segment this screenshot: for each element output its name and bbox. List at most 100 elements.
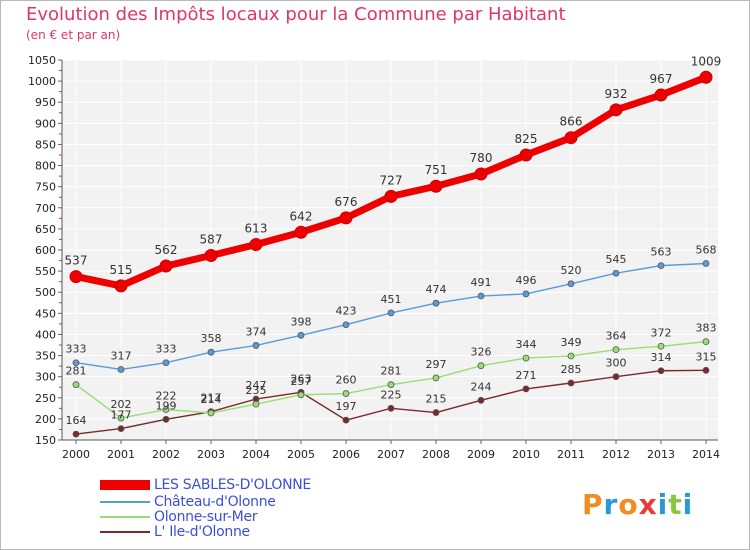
- data-point: [702, 260, 710, 267]
- logo-letter: t: [668, 488, 683, 521]
- y-tick-label: 350: [35, 350, 56, 363]
- data-label: 244: [471, 380, 492, 393]
- data-point: [342, 416, 350, 424]
- x-tick-label: 2008: [422, 448, 450, 461]
- y-tick-label: 250: [35, 392, 56, 405]
- data-point: [72, 430, 80, 438]
- data-point: [567, 280, 575, 288]
- legend-swatch: [100, 501, 150, 503]
- data-point: [522, 385, 530, 393]
- data-point: [162, 359, 170, 367]
- data-label: 358: [201, 332, 222, 345]
- y-tick-label: 700: [35, 202, 56, 215]
- data-label: 349: [561, 336, 582, 349]
- data-label: 1009: [691, 54, 722, 68]
- series-layer: [69, 70, 713, 438]
- data-label: 344: [516, 338, 537, 351]
- legend-label: Olonne-sur-Mer: [154, 509, 258, 525]
- data-label: 383: [696, 322, 717, 335]
- data-label: 281: [66, 365, 87, 378]
- data-label: 202: [111, 398, 132, 411]
- data-label: 281: [381, 365, 402, 378]
- data-point: [204, 248, 218, 262]
- data-label: 333: [66, 343, 87, 356]
- data-label: 257: [291, 375, 312, 388]
- data-point: [432, 409, 440, 416]
- y-tick-label: 1050: [28, 54, 56, 67]
- data-point: [162, 415, 170, 423]
- data-point: [117, 414, 125, 422]
- data-label: 260: [336, 374, 357, 387]
- data-point: [702, 338, 710, 346]
- data-label: 520: [561, 264, 582, 277]
- y-tick-label: 200: [35, 413, 56, 426]
- legend-item: Château-d'Olonne: [100, 494, 276, 510]
- data-point: [432, 299, 440, 307]
- data-point: [72, 359, 80, 367]
- legend-item: LES SABLES-D'OLONNE: [100, 477, 311, 493]
- data-point: [564, 131, 578, 145]
- data-point: [519, 148, 533, 162]
- data-point: [612, 269, 620, 277]
- legend-label: Château-d'Olonne: [154, 494, 276, 510]
- data-label: 364: [606, 330, 627, 343]
- data-label: 214: [201, 393, 222, 406]
- data-label: 563: [651, 246, 672, 259]
- data-label: 866: [560, 115, 583, 129]
- x-tick-label: 2009: [467, 448, 495, 461]
- data-point: [657, 342, 665, 350]
- y-tick-label: 750: [35, 181, 56, 194]
- data-point: [249, 238, 263, 252]
- data-label: 285: [561, 363, 582, 376]
- data-point: [339, 211, 353, 225]
- data-point: [477, 396, 485, 404]
- data-point: [207, 409, 215, 417]
- data-label: 780: [470, 151, 493, 165]
- data-point: [612, 373, 620, 381]
- data-label: 451: [381, 293, 402, 306]
- x-tick-label: 2000: [62, 448, 90, 461]
- data-label: 235: [246, 384, 267, 397]
- data-point: [567, 379, 575, 387]
- data-label: 676: [335, 195, 358, 209]
- legend-swatch: [100, 531, 150, 533]
- data-label: 491: [471, 276, 492, 289]
- data-label: 225: [381, 388, 402, 401]
- data-label: 825: [515, 132, 538, 146]
- data-label: 297: [426, 358, 447, 371]
- y-tick-label: 500: [35, 286, 56, 299]
- logo-letter: o: [618, 488, 639, 521]
- y-tick-label: 950: [35, 96, 56, 109]
- data-point: [432, 374, 440, 382]
- logo-letter: P: [582, 488, 604, 521]
- data-label: 568: [696, 244, 717, 257]
- data-point: [567, 352, 575, 360]
- data-point: [474, 167, 488, 181]
- legend-label: L' Ile-d'Olonne: [154, 524, 250, 540]
- data-point: [387, 309, 395, 317]
- data-label: 317: [111, 349, 132, 362]
- data-point: [117, 366, 125, 373]
- legend-swatch: [100, 516, 150, 518]
- data-label: 215: [426, 393, 447, 406]
- data-label: 374: [246, 325, 267, 338]
- data-label: 562: [155, 243, 178, 257]
- x-tick-label: 2010: [512, 448, 540, 461]
- x-tick-label: 2014: [692, 448, 720, 461]
- legend-item: Olonne-sur-Mer: [100, 509, 258, 525]
- data-label: 372: [651, 326, 672, 339]
- data-label: 271: [516, 369, 537, 382]
- data-point: [207, 348, 215, 356]
- data-label: 545: [606, 253, 627, 266]
- x-tick-label: 2007: [377, 448, 405, 461]
- data-label: 537: [65, 254, 88, 268]
- data-point: [114, 279, 128, 293]
- data-label: 217: [201, 392, 222, 405]
- data-point: [522, 290, 530, 298]
- data-point: [342, 390, 350, 397]
- legend-swatch: [100, 480, 150, 490]
- data-label: 515: [110, 263, 133, 277]
- data-label: 247: [246, 379, 267, 392]
- data-label: 932: [605, 87, 628, 101]
- data-point: [72, 381, 80, 389]
